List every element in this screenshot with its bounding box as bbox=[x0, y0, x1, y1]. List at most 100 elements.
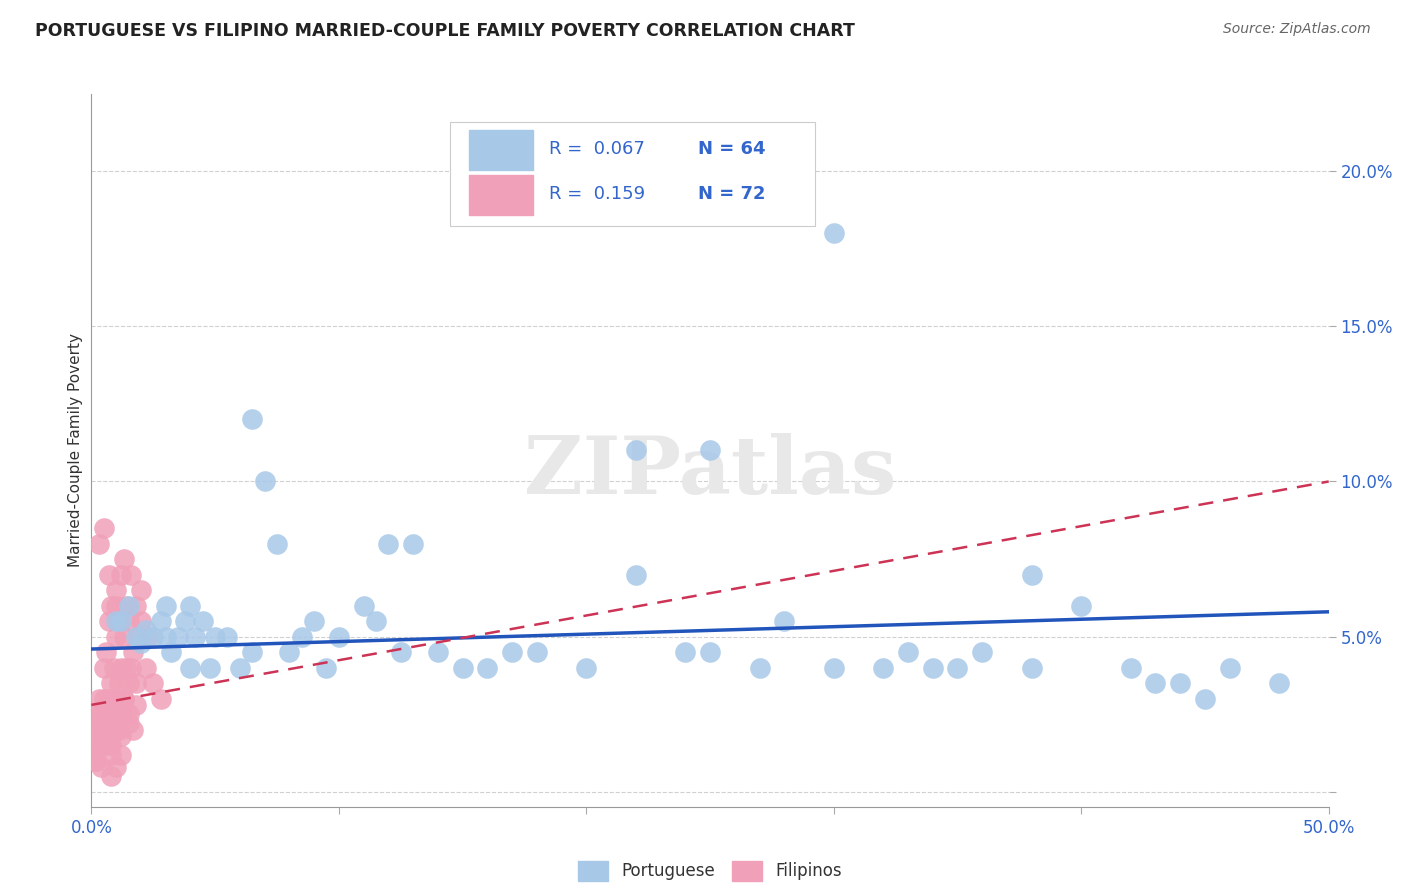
Point bbox=[87, 536, 110, 550]
Point bbox=[159, 645, 181, 659]
Point bbox=[129, 583, 152, 598]
Point bbox=[86, 738, 108, 752]
Point bbox=[103, 723, 125, 737]
Point bbox=[477, 660, 499, 674]
Point bbox=[83, 723, 105, 737]
Point bbox=[125, 676, 148, 690]
Point bbox=[117, 599, 139, 613]
Text: Source: ZipAtlas.com: Source: ZipAtlas.com bbox=[1223, 22, 1371, 37]
Point bbox=[105, 614, 128, 628]
Point bbox=[112, 630, 135, 644]
Point bbox=[1021, 660, 1043, 674]
Point bbox=[87, 738, 110, 752]
Point bbox=[402, 536, 425, 550]
Point bbox=[93, 738, 115, 752]
Point bbox=[117, 676, 139, 690]
Point bbox=[823, 227, 845, 241]
Point bbox=[1168, 676, 1191, 690]
Point bbox=[699, 443, 721, 458]
Point bbox=[122, 645, 145, 659]
Point bbox=[122, 723, 145, 737]
Point bbox=[117, 707, 139, 722]
Point bbox=[120, 660, 142, 674]
Point bbox=[115, 599, 138, 613]
Point bbox=[198, 660, 221, 674]
Point bbox=[135, 624, 157, 638]
Text: PORTUGUESE VS FILIPINO MARRIED-COUPLE FAMILY POVERTY CORRELATION CHART: PORTUGUESE VS FILIPINO MARRIED-COUPLE FA… bbox=[35, 22, 855, 40]
Point bbox=[278, 645, 301, 659]
Point bbox=[93, 723, 115, 737]
Point bbox=[174, 614, 197, 628]
Point bbox=[103, 707, 125, 722]
Point bbox=[217, 630, 239, 644]
Point bbox=[699, 645, 721, 659]
Point bbox=[526, 645, 548, 659]
Point bbox=[575, 660, 598, 674]
Point bbox=[302, 614, 325, 628]
Point bbox=[90, 760, 112, 774]
Legend: Portuguese, Filipinos: Portuguese, Filipinos bbox=[578, 861, 842, 881]
Point bbox=[86, 754, 108, 768]
Point bbox=[115, 660, 138, 674]
Point bbox=[1070, 599, 1092, 613]
Point bbox=[93, 660, 115, 674]
Point bbox=[105, 630, 128, 644]
Point bbox=[110, 707, 132, 722]
Point bbox=[112, 691, 135, 706]
Point bbox=[451, 660, 474, 674]
Point bbox=[155, 599, 177, 613]
Text: N = 64: N = 64 bbox=[697, 140, 765, 158]
FancyBboxPatch shape bbox=[450, 122, 815, 226]
Point bbox=[105, 583, 128, 598]
Point bbox=[136, 630, 159, 644]
Point bbox=[100, 738, 122, 752]
Point bbox=[1144, 676, 1167, 690]
Point bbox=[96, 645, 118, 659]
Point bbox=[86, 754, 108, 768]
Point bbox=[105, 691, 128, 706]
Point bbox=[93, 691, 115, 706]
Point bbox=[100, 769, 122, 783]
Point bbox=[97, 707, 120, 722]
Point bbox=[117, 716, 139, 731]
Point bbox=[184, 630, 207, 644]
Point bbox=[112, 552, 135, 566]
Point bbox=[240, 412, 263, 426]
Point bbox=[1021, 567, 1043, 582]
Text: N = 72: N = 72 bbox=[697, 186, 765, 203]
Point bbox=[229, 660, 252, 674]
Point bbox=[100, 676, 122, 690]
Point bbox=[86, 707, 108, 722]
Point bbox=[87, 691, 110, 706]
Point bbox=[96, 738, 118, 752]
Point bbox=[107, 676, 129, 690]
FancyBboxPatch shape bbox=[468, 175, 533, 215]
Point bbox=[167, 630, 190, 644]
Point bbox=[191, 614, 214, 628]
Point bbox=[125, 630, 148, 644]
Text: ZIPatlas: ZIPatlas bbox=[524, 433, 896, 511]
Point bbox=[897, 645, 920, 659]
Point bbox=[142, 630, 165, 644]
FancyBboxPatch shape bbox=[468, 130, 533, 170]
Point bbox=[353, 599, 375, 613]
Point bbox=[266, 536, 288, 550]
Point bbox=[501, 645, 523, 659]
Point bbox=[149, 614, 172, 628]
Point bbox=[125, 698, 148, 712]
Point bbox=[110, 729, 132, 743]
Text: R =  0.159: R = 0.159 bbox=[550, 186, 645, 203]
Point bbox=[129, 636, 152, 650]
Point bbox=[1194, 691, 1216, 706]
Point bbox=[100, 599, 122, 613]
Point bbox=[253, 475, 276, 489]
Point bbox=[389, 645, 412, 659]
Point bbox=[142, 676, 165, 690]
Point bbox=[96, 723, 118, 737]
Point bbox=[120, 567, 142, 582]
Point bbox=[1119, 660, 1142, 674]
Point bbox=[97, 614, 120, 628]
Point bbox=[240, 645, 263, 659]
Point bbox=[105, 707, 128, 722]
Point bbox=[204, 630, 226, 644]
